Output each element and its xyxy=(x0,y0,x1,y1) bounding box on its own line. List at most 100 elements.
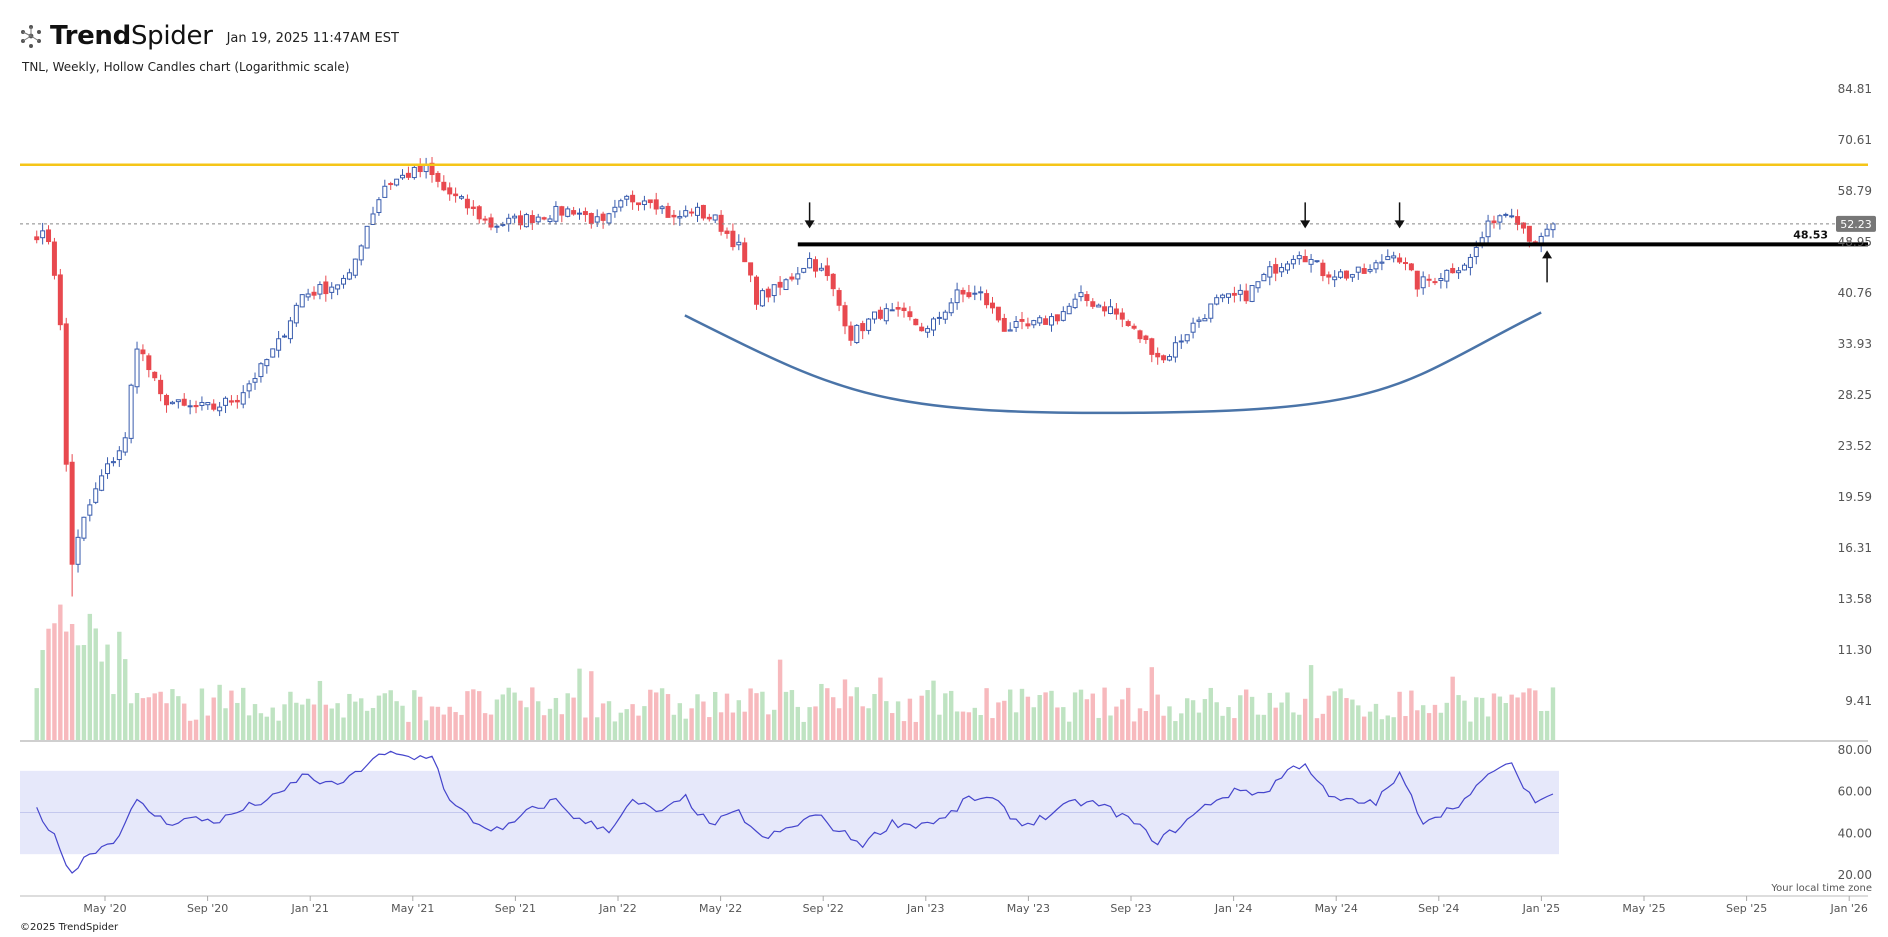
volume-bar xyxy=(465,691,470,740)
volume-bar xyxy=(64,631,69,740)
price-axis-tick: 9.41 xyxy=(1845,694,1872,708)
volume-bar xyxy=(1485,716,1491,740)
volume-bar xyxy=(1031,707,1036,740)
volume-bar xyxy=(1208,687,1213,740)
candle xyxy=(1048,316,1054,326)
candle xyxy=(1196,319,1202,322)
volume-bar xyxy=(866,708,871,740)
volume-bar xyxy=(81,645,87,740)
volume-bar xyxy=(1249,696,1255,740)
candle xyxy=(724,230,730,234)
candle xyxy=(972,292,978,295)
candle xyxy=(335,284,341,290)
volume-bar xyxy=(889,713,895,740)
volume-bar xyxy=(931,680,936,740)
volume-bar xyxy=(317,680,323,740)
candle xyxy=(459,196,465,199)
volume-bar xyxy=(1515,697,1520,740)
time-axis-tick: Jan '23 xyxy=(906,902,944,915)
candle xyxy=(270,348,276,358)
volume-bar xyxy=(659,688,665,740)
candle xyxy=(1025,323,1031,327)
candle xyxy=(541,217,547,220)
volume-bar xyxy=(1409,690,1414,740)
candle xyxy=(989,302,995,309)
volume-bar xyxy=(1007,689,1013,740)
volume-bar xyxy=(1120,699,1125,740)
volume-bar xyxy=(1291,712,1296,740)
candle xyxy=(99,475,105,491)
time-axis-tick: Sep '22 xyxy=(803,902,844,915)
time-axis-tick: Sep '24 xyxy=(1418,902,1459,915)
volume-bar xyxy=(1479,697,1485,740)
candle xyxy=(482,218,488,221)
candle xyxy=(877,309,883,319)
candle xyxy=(1202,318,1208,322)
volume-bar xyxy=(105,644,110,740)
volume-bar xyxy=(854,687,860,740)
volume-bar xyxy=(423,720,429,740)
candle xyxy=(783,279,789,291)
down-arrow-icon xyxy=(1300,220,1311,229)
candle xyxy=(1379,261,1385,264)
volume-bar xyxy=(996,702,1001,740)
candle xyxy=(1320,262,1326,277)
candle xyxy=(1438,277,1444,282)
candle xyxy=(1255,281,1261,289)
time-axis-tick: May '24 xyxy=(1315,902,1358,915)
volume-bar xyxy=(435,706,441,740)
volume-bar xyxy=(1538,711,1544,740)
volume-bar xyxy=(577,668,582,740)
candle xyxy=(1332,276,1338,281)
candle xyxy=(435,172,441,182)
candle xyxy=(1231,292,1237,296)
volume-bar xyxy=(1527,688,1532,740)
candle xyxy=(1043,318,1049,325)
volume-bar xyxy=(1149,667,1154,740)
volume-bar xyxy=(907,698,913,740)
candle xyxy=(1031,320,1037,326)
candle xyxy=(889,309,895,312)
time-axis-tick: May '20 xyxy=(83,902,126,915)
candle xyxy=(1485,220,1491,238)
candle xyxy=(942,311,948,320)
volume-bar xyxy=(1285,692,1290,740)
candle xyxy=(1184,334,1190,342)
volume-bar xyxy=(943,693,948,740)
candle xyxy=(105,463,111,475)
volume-bar xyxy=(158,691,163,740)
price-axis-tick: 19.59 xyxy=(1838,490,1872,504)
candle xyxy=(789,276,795,280)
volume-bar xyxy=(123,659,128,740)
volume-bar xyxy=(1143,710,1149,740)
candle xyxy=(925,328,931,333)
candle xyxy=(376,199,382,213)
volume-bar xyxy=(600,703,606,740)
volume-bar xyxy=(872,694,877,740)
volume-bar xyxy=(217,684,222,740)
candle xyxy=(1450,267,1456,274)
candle xyxy=(1007,329,1013,332)
volume-bar xyxy=(406,721,411,740)
candle xyxy=(382,185,388,198)
down-arrow-icon xyxy=(1394,220,1405,229)
candle xyxy=(612,206,618,213)
candle xyxy=(1426,278,1432,281)
volume-bar xyxy=(671,714,677,740)
candle xyxy=(1414,270,1420,290)
candle xyxy=(1225,293,1231,298)
volume-bar xyxy=(1521,692,1526,740)
candle xyxy=(807,257,813,269)
candle xyxy=(1190,322,1196,333)
candle xyxy=(736,241,742,246)
candle xyxy=(134,348,140,388)
volume-bar xyxy=(1474,697,1479,740)
volume-bar xyxy=(1090,693,1095,740)
candle xyxy=(181,398,187,406)
volume-bar xyxy=(1179,713,1184,740)
volume-bar xyxy=(748,688,753,740)
time-axis-tick: Sep '21 xyxy=(495,902,536,915)
candle xyxy=(476,206,482,220)
candle xyxy=(872,311,877,320)
